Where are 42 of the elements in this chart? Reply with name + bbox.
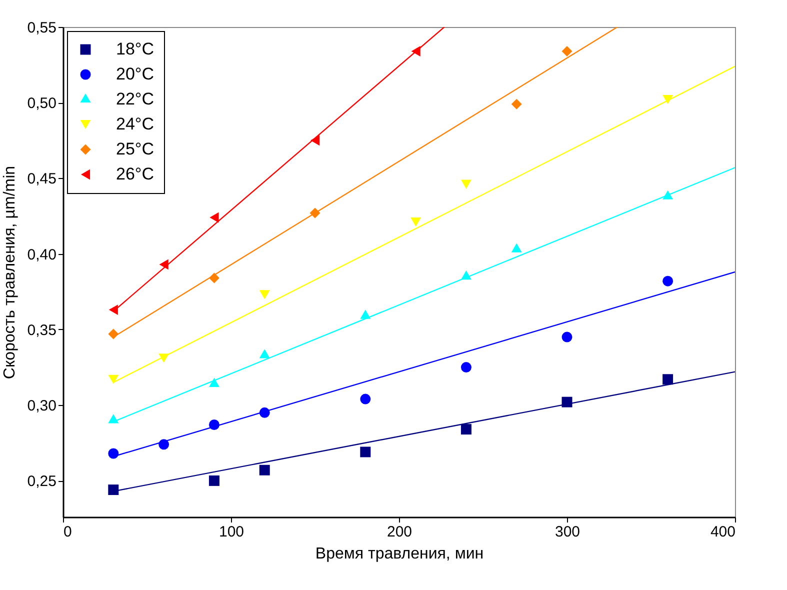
- point: [108, 374, 119, 384]
- legend-label: 18°C: [116, 40, 154, 58]
- y-tick-label: 0,35: [27, 322, 56, 339]
- point: [511, 243, 522, 252]
- y-axis-title: Скорость травления, µm/min: [1, 166, 18, 380]
- point: [208, 475, 220, 486]
- x-tick-label: 0: [64, 524, 72, 540]
- y-tick-label: 0,50: [27, 95, 56, 112]
- y-tick-label: 0,55: [27, 20, 56, 36]
- y-tick-label: 0,25: [27, 473, 56, 490]
- x-tick-label: 200: [386, 524, 412, 540]
- point: [360, 394, 371, 404]
- legend-label: 26°C: [116, 164, 154, 184]
- x-tick-label: 100: [218, 524, 244, 540]
- point: [460, 424, 472, 435]
- point: [159, 259, 168, 270]
- legend-label: 22°C: [116, 90, 154, 108]
- point: [460, 180, 472, 189]
- legend-label: 25°C: [116, 140, 154, 158]
- y-tick-label: 0,45: [27, 170, 56, 188]
- point: [562, 46, 572, 56]
- legend-label: 20°C: [116, 64, 154, 84]
- point: [662, 276, 674, 286]
- point: [108, 448, 119, 459]
- point: [210, 212, 219, 223]
- point: [562, 332, 572, 342]
- point: [208, 378, 220, 387]
- y-tick-label: 0,30: [27, 398, 56, 415]
- point: [259, 290, 270, 300]
- legend-label: 24°C: [116, 114, 154, 134]
- x-tick-label: 300: [554, 524, 580, 540]
- point: [108, 484, 119, 496]
- point: [662, 374, 674, 385]
- point: [460, 362, 472, 373]
- x-tick-label: 400: [710, 524, 736, 540]
- point: [259, 349, 270, 358]
- point: [259, 464, 270, 476]
- point: [410, 218, 422, 227]
- point: [511, 98, 522, 110]
- point: [360, 446, 371, 458]
- x-axis-title: Время травления, мин: [315, 546, 484, 562]
- y-tick-label: 0,40: [27, 246, 56, 264]
